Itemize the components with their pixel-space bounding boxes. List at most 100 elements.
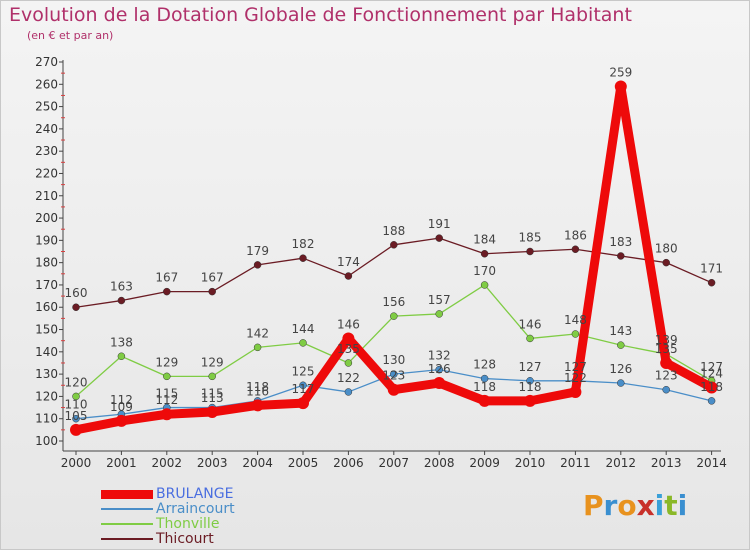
data-label-arraincourt: 127 (564, 360, 587, 374)
y-tick-label: 200 (35, 211, 58, 225)
data-label-brulange: 146 (337, 317, 360, 331)
y-tick-label: 170 (35, 278, 58, 292)
logo-letter: i (654, 489, 665, 522)
data-label-brulange: 117 (292, 382, 315, 396)
data-label-thicourt: 179 (246, 244, 269, 258)
data-label-thicourt: 171 (700, 262, 723, 276)
data-label-thonville: 139 (655, 333, 678, 347)
data-point-brulange (660, 356, 673, 369)
data-point-thonville (299, 339, 307, 347)
data-point-brulange (115, 414, 128, 427)
data-label-thicourt: 182 (292, 237, 315, 251)
data-label-thonville: 157 (428, 293, 451, 307)
x-tick-label: 2008 (424, 456, 455, 470)
data-label-arraincourt: 122 (337, 371, 360, 385)
data-point-brulange (569, 385, 582, 398)
data-label-thonville: 148 (564, 313, 587, 327)
data-point-brulange (251, 399, 264, 412)
y-tick-label: 220 (35, 166, 58, 180)
data-label-arraincourt: 115 (155, 387, 178, 401)
data-label-brulange: 135 (655, 342, 678, 356)
x-tick-label: 2005 (288, 456, 319, 470)
data-label-brulange: 123 (382, 369, 405, 383)
legend-label: Thicourt (156, 531, 214, 547)
data-point-arraincourt (344, 388, 353, 396)
legend-item: Thonville (101, 517, 219, 531)
data-point-thicourt (617, 252, 625, 260)
legend-swatch (101, 489, 153, 499)
data-label-thonville: 120 (65, 375, 88, 389)
data-point-thonville (617, 341, 625, 349)
data-label-thicourt: 174 (337, 255, 360, 269)
data-label-brulange: 105 (65, 409, 88, 423)
data-point-arraincourt (480, 374, 489, 383)
x-tick-label: 2002 (152, 456, 183, 470)
y-tick-label: 270 (35, 55, 58, 69)
legend-label: Arraincourt (156, 501, 235, 517)
x-tick-label: 2007 (379, 456, 410, 470)
data-point-thicourt (526, 247, 534, 256)
data-label-brulange: 118 (473, 380, 496, 394)
data-point-thonville (253, 343, 262, 352)
logo-letter: P (583, 489, 604, 522)
data-label-arraincourt: 132 (428, 349, 451, 363)
y-tick-label: 230 (35, 144, 58, 158)
y-tick-label: 160 (35, 300, 58, 314)
data-point-brulange (478, 394, 491, 407)
legend-item: Arraincourt (101, 502, 235, 516)
legend-item: BRULANGE (101, 487, 233, 501)
data-point-thonville (163, 372, 171, 381)
data-label-arraincourt: 126 (609, 362, 632, 376)
data-label-brulange: 126 (428, 362, 451, 376)
y-tick-label: 180 (35, 256, 58, 270)
data-label-arraincourt: 118 (246, 380, 269, 394)
data-label-thonville: 127 (700, 360, 723, 374)
x-tick-label: 2000 (61, 456, 92, 470)
data-point-thicourt (253, 261, 262, 269)
data-point-brulange (524, 394, 536, 407)
chart-axes: 100 110 120 130 140 150 160 170 180 190 200 210 220 2… (35, 55, 727, 470)
data-label-thonville: 129 (201, 355, 224, 369)
data-point-brulange (160, 408, 173, 421)
logo-letter: x (636, 489, 655, 522)
x-tick-label: 2001 (106, 456, 137, 470)
y-tick-label: 120 (35, 389, 58, 403)
y-tick-label: 140 (35, 345, 58, 359)
data-label-brulange: 118 (519, 380, 542, 394)
data-label-thicourt: 167 (155, 271, 178, 285)
data-point-arraincourt (299, 381, 307, 390)
data-point-thonville (435, 310, 443, 318)
data-label-arraincourt: 112 (110, 393, 133, 407)
data-point-brulange (342, 332, 355, 345)
y-tick-label: 130 (35, 367, 58, 381)
legend-swatch (101, 523, 153, 525)
data-point-thicourt (435, 234, 443, 242)
data-point-thonville (208, 372, 216, 381)
y-tick-label: 210 (35, 189, 58, 203)
data-label-thicourt: 184 (473, 233, 496, 247)
x-tick-label: 2010 (515, 456, 546, 470)
data-label-brulange: 113 (201, 391, 224, 405)
data-point-arraincourt (435, 365, 443, 374)
chart-subtitle: (en € et par an) (27, 29, 114, 42)
data-point-arraincourt (72, 414, 80, 423)
data-label-arraincourt: 110 (65, 398, 88, 412)
data-point-thonville (117, 352, 126, 361)
data-label-brulange: 109 (110, 400, 133, 414)
data-point-thicourt (72, 303, 80, 311)
logo-letter: t (664, 489, 678, 522)
data-point-thicourt (208, 287, 216, 296)
data-label-thicourt: 183 (609, 235, 632, 249)
data-label-thicourt: 185 (519, 231, 542, 245)
x-tick-label: 2003 (197, 456, 228, 470)
y-tick-label: 250 (35, 100, 58, 114)
data-point-arraincourt (617, 379, 625, 387)
chart-title: Evolution de la Dotation Globale de Fonc… (9, 4, 632, 26)
data-label-arraincourt: 115 (201, 387, 224, 401)
x-tick-label: 2004 (242, 456, 273, 470)
data-point-thicourt (299, 254, 307, 262)
data-label-thonville: 142 (246, 326, 269, 340)
data-point-thicourt (707, 278, 716, 287)
